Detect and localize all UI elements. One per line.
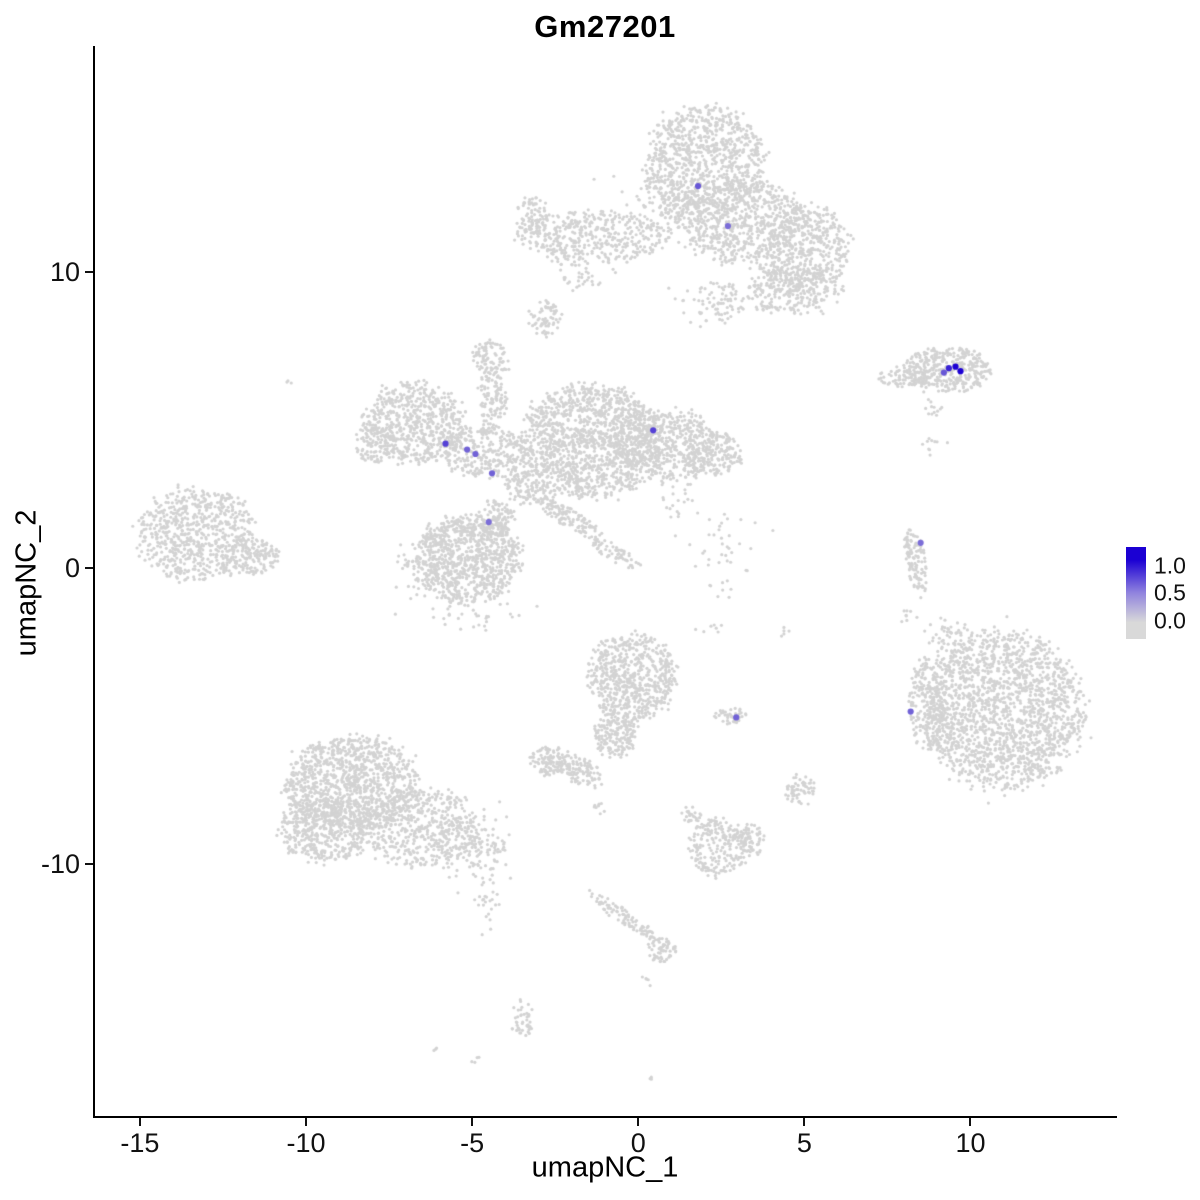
colorbar-tick-label: 1.0 xyxy=(1154,552,1186,579)
y-tick-mark xyxy=(85,270,93,273)
x-tick-mark xyxy=(304,1118,307,1126)
x-tick-label: -10 xyxy=(286,1128,326,1158)
colorbar-tick-label: 0.5 xyxy=(1154,579,1186,606)
x-tick-label: -5 xyxy=(460,1128,485,1158)
x-axis-line xyxy=(93,1116,1117,1118)
y-tick-label: 10 xyxy=(49,256,80,287)
y-tick-label: -10 xyxy=(40,848,80,879)
y-tick-mark xyxy=(85,862,93,865)
plot-title: Gm27201 xyxy=(534,9,676,44)
x-tick-label: 0 xyxy=(630,1128,646,1158)
x-tick-label: 10 xyxy=(955,1128,986,1158)
x-tick-label: 5 xyxy=(796,1128,812,1158)
y-axis-line xyxy=(93,46,95,1118)
colorbar-gradient xyxy=(1126,547,1146,639)
x-tick-label: -15 xyxy=(120,1128,160,1158)
x-tick-mark xyxy=(637,1118,640,1126)
x-tick-mark xyxy=(138,1118,141,1126)
colorbar-legend: 1.0 0.5 0.0 xyxy=(1126,547,1200,639)
x-tick-mark xyxy=(471,1118,474,1126)
y-tick-label: 0 xyxy=(64,552,80,583)
y-axis-label: umapNC_2 xyxy=(10,509,43,657)
colorbar-tick-label: 0.0 xyxy=(1154,607,1186,634)
scatter-canvas xyxy=(95,47,1115,1115)
x-axis-label: umapNC_1 xyxy=(531,1151,679,1184)
x-tick-mark xyxy=(803,1118,806,1126)
y-tick-mark xyxy=(85,566,93,569)
x-tick-mark xyxy=(969,1118,972,1126)
